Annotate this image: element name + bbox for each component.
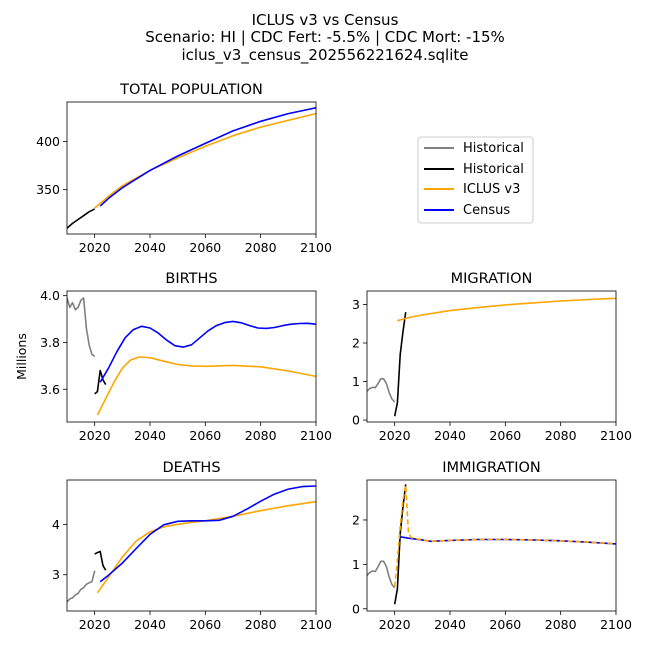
immigration-ytick-label-2: 2 bbox=[352, 512, 360, 527]
migration-xtick-label-2040: 2040 bbox=[434, 428, 466, 443]
immigration-ytick-label-1: 1 bbox=[352, 557, 360, 572]
migration-ytick-label-0: 0 bbox=[352, 413, 360, 428]
legend-label-historical-black: Historical bbox=[463, 162, 524, 177]
migration-ytick-label-1: 1 bbox=[352, 374, 360, 389]
total-title: TOTAL POPULATION bbox=[119, 82, 263, 98]
migration-ytick-label-2: 2 bbox=[352, 336, 360, 351]
immigration-xtick-label-2060: 2060 bbox=[489, 617, 521, 632]
immigration-ytick-label-0: 0 bbox=[352, 601, 360, 616]
legend-label-historical-gray: Historical bbox=[463, 141, 524, 156]
deaths-ytick-label-0: 3 bbox=[52, 567, 60, 582]
immigration-xtick-label-2100: 2100 bbox=[600, 617, 632, 632]
figure-title-line-3: iclus_v3_census_202556221624.sqlite bbox=[181, 46, 468, 65]
total-xtick-label-2100: 2100 bbox=[300, 240, 332, 255]
immigration-xtick-label-2080: 2080 bbox=[545, 617, 577, 632]
births-title: BIRTHS bbox=[165, 271, 217, 287]
deaths-xtick-label-2020: 2020 bbox=[79, 617, 111, 632]
deaths-xtick-label-2060: 2060 bbox=[189, 617, 221, 632]
total-ytick-label-1: 400 bbox=[36, 134, 60, 149]
deaths-title: DEATHS bbox=[162, 460, 220, 476]
figure-title-line-2: Scenario: HI | CDC Fert: -5.5% | CDC Mor… bbox=[145, 28, 505, 46]
deaths-ytick-label-1: 4 bbox=[52, 517, 60, 532]
deaths-xtick-label-2100: 2100 bbox=[300, 617, 332, 632]
migration-xtick-label-2020: 2020 bbox=[379, 428, 411, 443]
births-xtick-label-2060: 2060 bbox=[189, 428, 221, 443]
births-xtick-label-2080: 2080 bbox=[245, 428, 277, 443]
legend-label-census: Census bbox=[463, 203, 510, 218]
migration-ytick-label-3: 3 bbox=[352, 297, 360, 312]
births-ytick-label-0: 3.6 bbox=[40, 382, 60, 397]
deaths-xtick-label-2080: 2080 bbox=[245, 617, 277, 632]
immigration-xtick-label-2020: 2020 bbox=[379, 617, 411, 632]
births-xtick-label-2040: 2040 bbox=[134, 428, 166, 443]
births-xtick-label-2020: 2020 bbox=[79, 428, 111, 443]
total-xtick-label-2060: 2060 bbox=[189, 240, 221, 255]
total-xtick-label-2040: 2040 bbox=[134, 240, 166, 255]
total-xtick-label-2080: 2080 bbox=[245, 240, 277, 255]
total-xtick-label-2020: 2020 bbox=[79, 240, 111, 255]
immigration-title: IMMIGRATION bbox=[442, 460, 540, 476]
births-xtick-label-2100: 2100 bbox=[300, 428, 332, 443]
deaths-xtick-label-2040: 2040 bbox=[134, 617, 166, 632]
figure-title-line-1: ICLUS v3 vs Census bbox=[252, 11, 399, 29]
immigration-xtick-label-2040: 2040 bbox=[434, 617, 466, 632]
births-ytick-label-1: 3.8 bbox=[40, 335, 60, 350]
migration-xtick-label-2080: 2080 bbox=[545, 428, 577, 443]
births-ytick-label-2: 4.0 bbox=[40, 288, 60, 303]
migration-title: MIGRATION bbox=[451, 271, 533, 287]
legend: Historical Historical ICLUS v3 Census bbox=[418, 137, 533, 223]
legend-label-iclus: ICLUS v3 bbox=[463, 182, 520, 197]
total-ytick-label-0: 350 bbox=[36, 182, 60, 197]
migration-xtick-label-2100: 2100 bbox=[600, 428, 632, 443]
migration-xtick-label-2060: 2060 bbox=[489, 428, 521, 443]
births-ylabel: Millions bbox=[14, 333, 29, 380]
